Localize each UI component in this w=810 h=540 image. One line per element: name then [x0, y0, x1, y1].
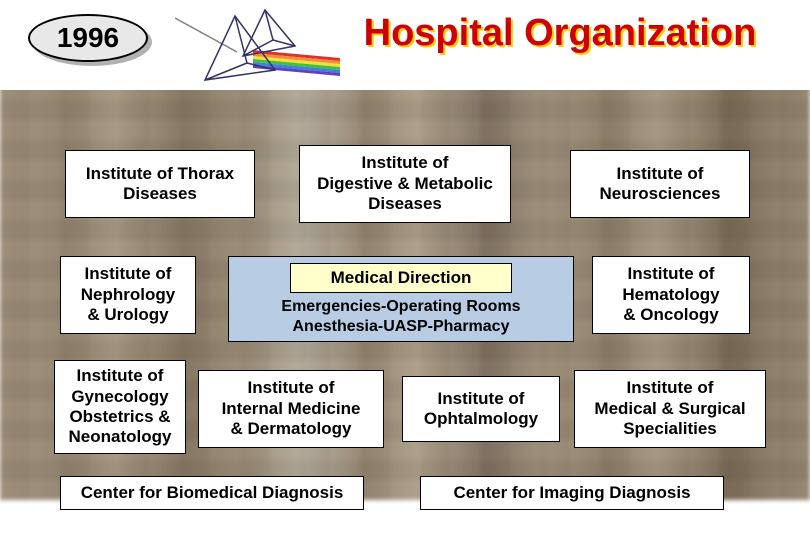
institute-medical-surgical-specialities: Institute ofMedical & SurgicalSpecialiti… — [574, 370, 766, 448]
institute-hematology-oncology: Institute ofHematology& Oncology — [592, 256, 750, 334]
box-label: Center for Biomedical Diagnosis — [81, 483, 344, 503]
box-label: Institute ofHematology& Oncology — [622, 264, 719, 325]
center-block: Medical Direction Emergencies-Operating … — [228, 256, 574, 342]
medical-direction-label: Medical Direction — [331, 268, 472, 287]
center-biomedical-diagnosis: Center for Biomedical Diagnosis — [60, 476, 364, 510]
header: 1996 Hospital Organization — [0, 0, 810, 90]
year-badge: 1996 — [28, 14, 148, 62]
institute-nephrology-urology: Institute ofNephrology& Urology — [60, 256, 196, 334]
page-title: Hospital Organization — [330, 12, 790, 55]
box-label: Institute ofNeurosciences — [600, 164, 721, 205]
box-label: Institute ofGynecologyObstetrics &Neonat… — [69, 366, 172, 448]
medical-direction-box: Medical Direction — [290, 263, 513, 293]
prism-icon — [175, 8, 345, 88]
emergencies-text: Emergencies-Operating RoomsAnesthesia-UA… — [281, 297, 520, 337]
box-label: Institute ofOphtalmology — [424, 389, 538, 430]
institute-internal-medicine-dermatology: Institute ofInternal Medicine& Dermatolo… — [198, 370, 384, 448]
center-imaging-diagnosis: Center for Imaging Diagnosis — [420, 476, 724, 510]
title-text: Hospital Organization — [364, 12, 757, 54]
box-label: Center for Imaging Diagnosis — [453, 483, 690, 503]
box-label: Institute ofMedical & SurgicalSpecialiti… — [594, 378, 745, 439]
box-label: Institute ofInternal Medicine& Dermatolo… — [222, 378, 361, 439]
institute-ophtalmology: Institute ofOphtalmology — [402, 376, 560, 442]
institute-thorax: Institute of ThoraxDiseases — [65, 150, 255, 218]
institute-gynecology-obstetrics-neonatology: Institute ofGynecologyObstetrics &Neonat… — [54, 360, 186, 454]
box-label: Institute of ThoraxDiseases — [86, 164, 234, 205]
institute-digestive-metabolic: Institute ofDigestive & MetabolicDisease… — [299, 145, 511, 223]
incoming-beam — [175, 18, 237, 52]
institute-neurosciences: Institute ofNeurosciences — [570, 150, 750, 218]
year-text: 1996 — [57, 22, 119, 54]
box-label: Institute ofDigestive & MetabolicDisease… — [317, 153, 493, 214]
box-label: Institute ofNephrology& Urology — [81, 264, 175, 325]
